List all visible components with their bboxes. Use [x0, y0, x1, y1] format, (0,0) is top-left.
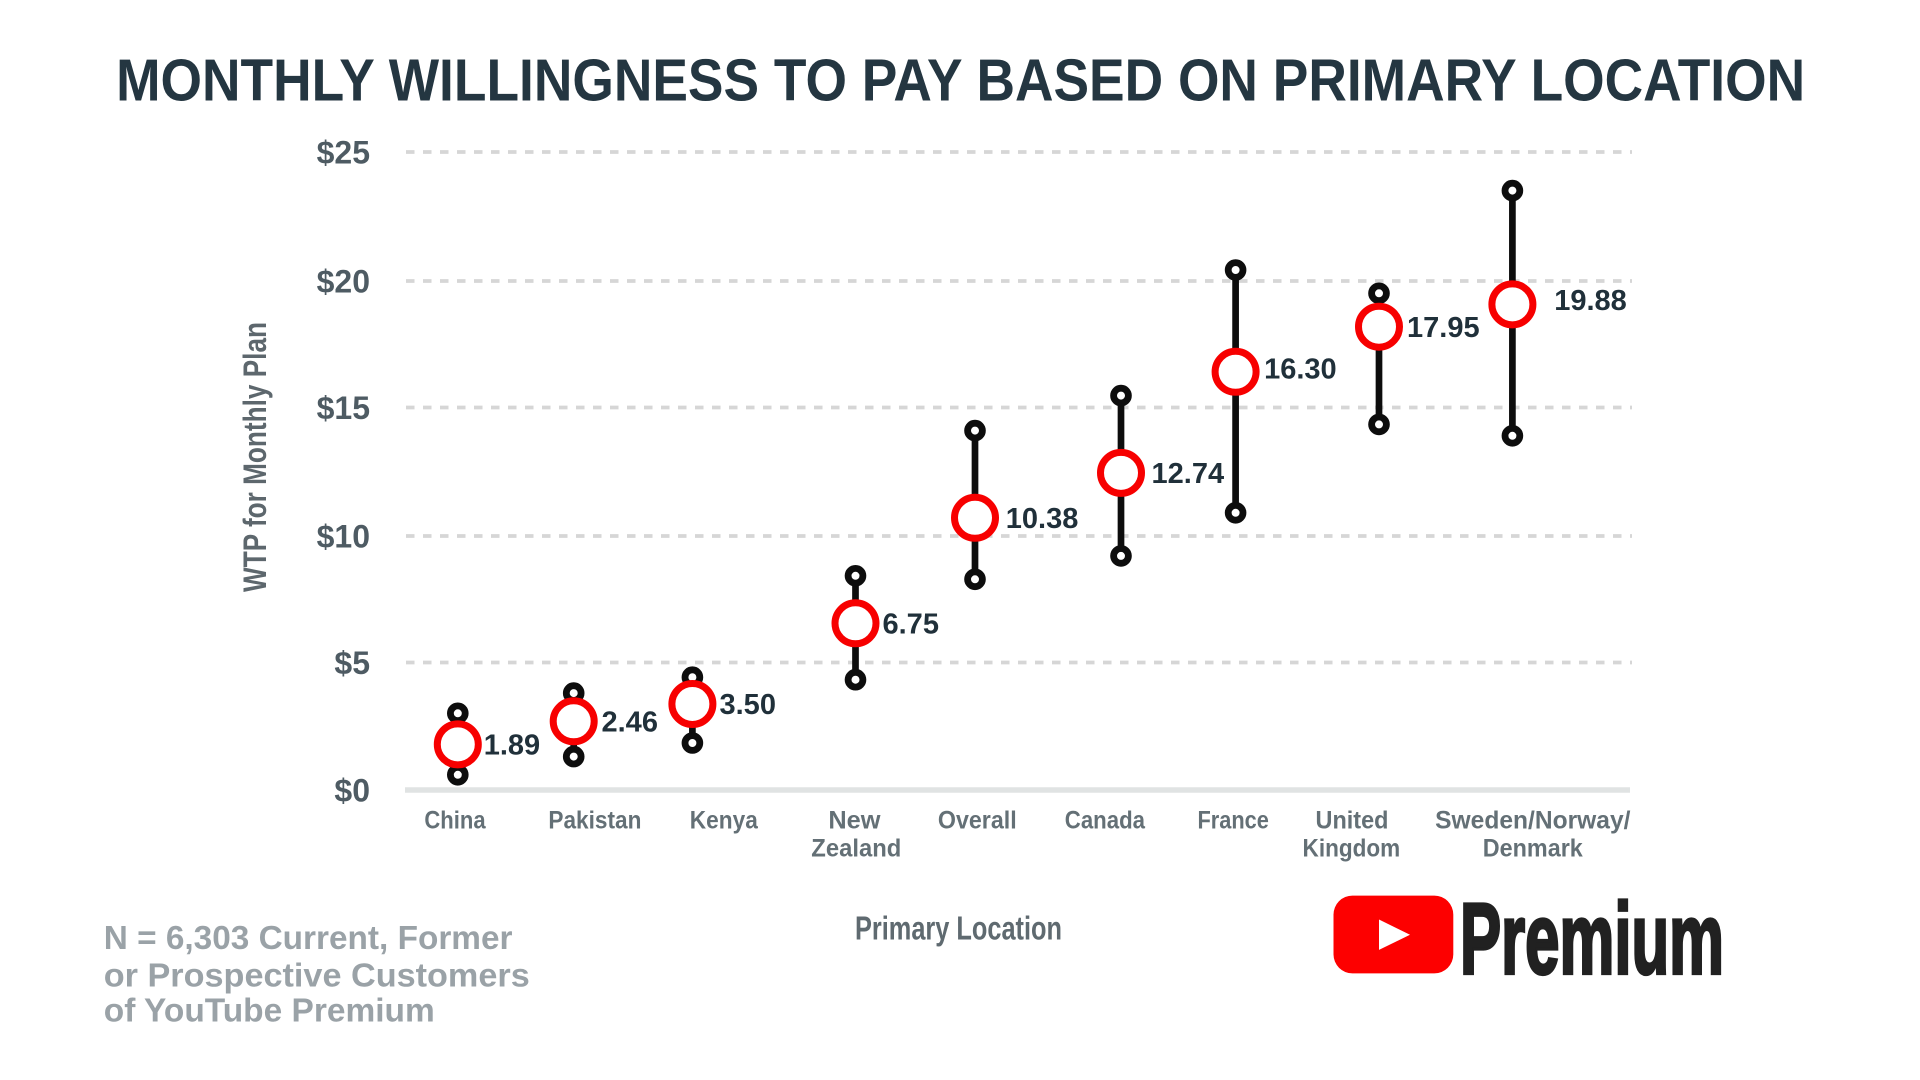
svg-text:China: China [424, 807, 486, 835]
svg-text:New: New [828, 807, 881, 835]
svg-text:WTP for Monthly Plan: WTP for Monthly Plan [237, 322, 273, 592]
svg-text:17.95: 17.95 [1407, 312, 1480, 344]
svg-text:$10: $10 [317, 518, 370, 554]
svg-text:Kingdom: Kingdom [1303, 834, 1401, 862]
svg-text:United: United [1316, 807, 1389, 835]
svg-text:$15: $15 [317, 390, 370, 426]
svg-text:$0: $0 [334, 772, 370, 808]
svg-text:$25: $25 [317, 134, 370, 170]
svg-text:Sweden/Norway/: Sweden/Norway/ [1435, 807, 1630, 835]
svg-text:Pakistan: Pakistan [548, 807, 641, 835]
svg-text:10.38: 10.38 [1006, 503, 1079, 535]
svg-text:Primary Location: Primary Location [855, 910, 1062, 947]
svg-text:Zealand: Zealand [811, 834, 901, 862]
svg-text:of YouTube Premium: of YouTube Premium [104, 992, 435, 1029]
svg-text:Denmark: Denmark [1483, 834, 1583, 862]
svg-text:16.30: 16.30 [1264, 354, 1337, 386]
svg-text:Kenya: Kenya [690, 807, 759, 835]
svg-text:N = 6,303 Current, Former: N = 6,303 Current, Former [104, 920, 513, 957]
svg-text:19.88: 19.88 [1554, 285, 1627, 317]
svg-text:1.89: 1.89 [484, 730, 540, 762]
svg-text:12.74: 12.74 [1152, 458, 1225, 490]
svg-text:or Prospective Customers: or Prospective Customers [104, 957, 530, 994]
svg-text:3.50: 3.50 [720, 689, 776, 721]
svg-text:$5: $5 [334, 645, 370, 681]
svg-text:Canada: Canada [1065, 807, 1146, 835]
svg-text:Premium: Premium [1460, 884, 1724, 996]
svg-text:Overall: Overall [938, 807, 1017, 835]
svg-text:France: France [1198, 807, 1269, 835]
svg-text:2.46: 2.46 [602, 707, 658, 739]
svg-text:6.75: 6.75 [883, 609, 939, 641]
svg-text:MONTHLY WILLINGNESS TO PAY BAS: MONTHLY WILLINGNESS TO PAY BASED ON PRIM… [116, 48, 1805, 114]
svg-text:$20: $20 [317, 263, 370, 299]
